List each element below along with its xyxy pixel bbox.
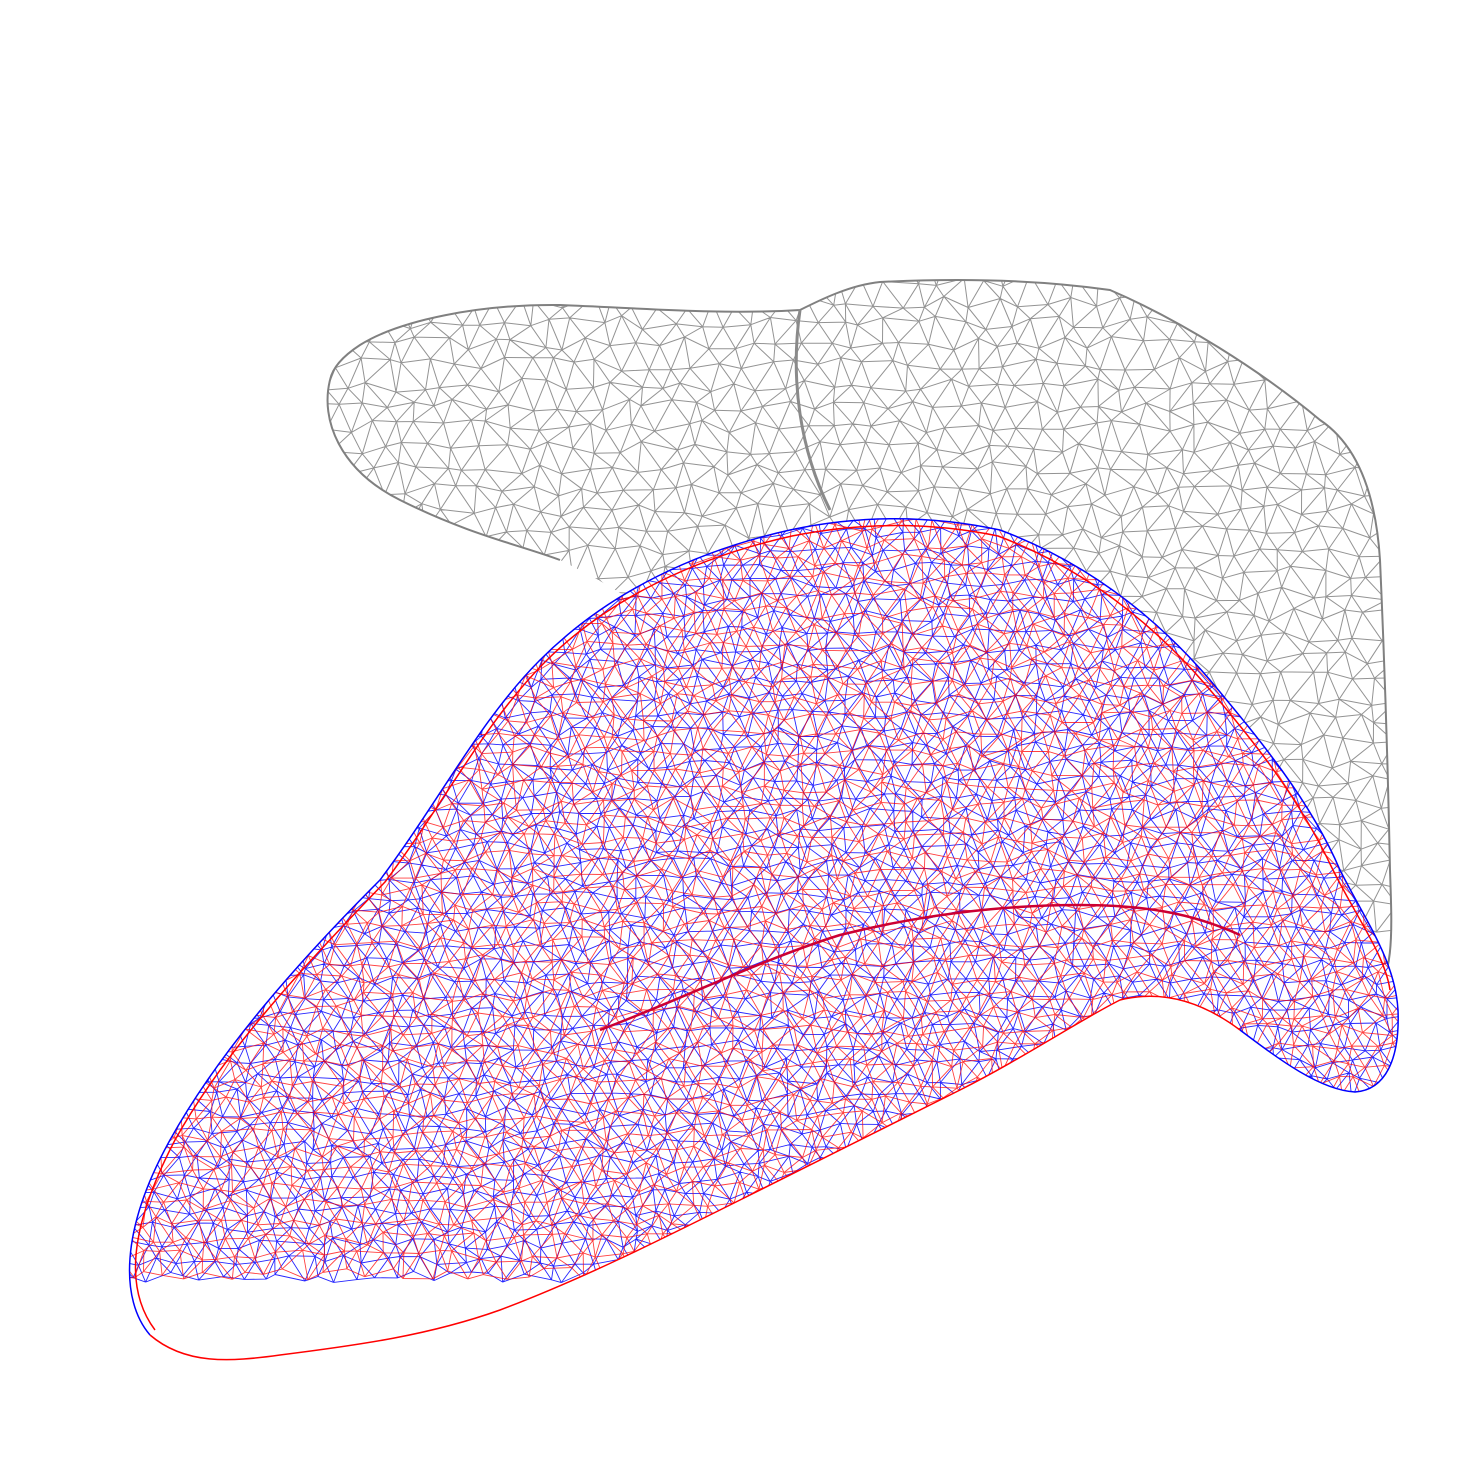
reference-mesh-outline: [326, 279, 1393, 1001]
blue-mesh-outline: [128, 518, 1399, 1336]
fold-ridge: [599, 903, 1241, 1032]
red-mesh-outline: [134, 524, 1391, 1361]
